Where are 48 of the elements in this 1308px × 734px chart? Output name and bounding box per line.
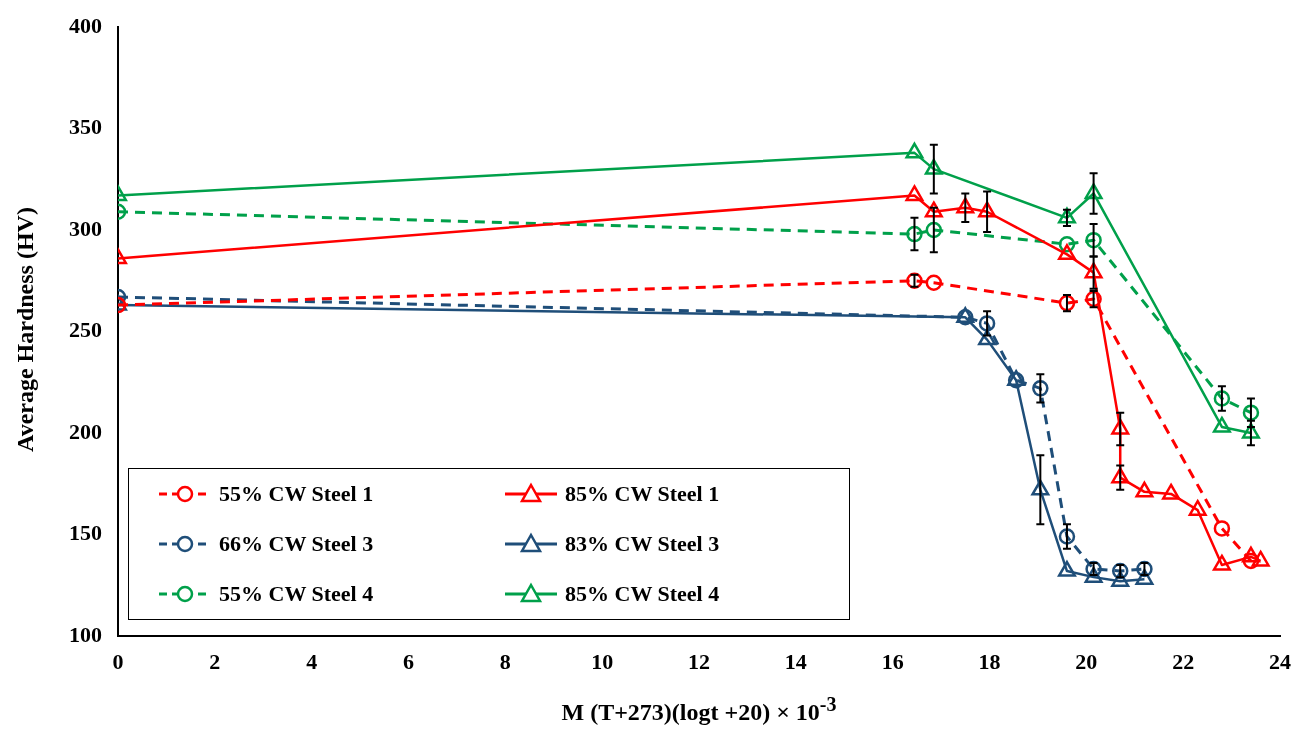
point — [978, 315, 996, 332]
y-tick-label: 400 — [69, 12, 102, 38]
x-tick-label: 0 — [112, 648, 124, 674]
point — [905, 142, 924, 159]
point — [1162, 483, 1181, 500]
point — [1135, 481, 1154, 498]
x-tick-label: 14 — [784, 648, 807, 674]
x-tick-label: 22 — [1172, 648, 1195, 674]
legend-label: 66% CW Steel 3 — [219, 531, 374, 557]
point — [1241, 546, 1260, 563]
point — [1032, 380, 1049, 397]
x-tick-label: 24 — [1269, 648, 1291, 674]
point — [1188, 499, 1207, 516]
point — [1058, 294, 1076, 312]
point — [1251, 550, 1270, 567]
point — [1212, 554, 1231, 571]
x-axis-title: M (T+273)(logt +20) × 10$^{-3}$ — [560, 693, 838, 726]
point — [1057, 244, 1077, 261]
legend-label: 85% CW Steel 4 — [565, 581, 720, 607]
legend-label: 55% CW Steel 4 — [219, 581, 374, 607]
y-tick-label: 250 — [69, 317, 102, 343]
point — [925, 274, 943, 292]
y-tick-label: 300 — [69, 215, 102, 241]
y-axis-title: Average Hardness (HV) — [11, 206, 39, 454]
x-tick-label: 8 — [499, 648, 511, 674]
y-tick-label: 100 — [69, 621, 102, 647]
x-tick-label: 16 — [881, 648, 904, 674]
point — [905, 185, 924, 202]
point — [1085, 231, 1102, 249]
x-tick-label: 6 — [403, 648, 414, 674]
point — [1242, 404, 1260, 421]
point — [1057, 560, 1077, 577]
x-tick-label: 2 — [209, 648, 221, 674]
x-tick-label: 4 — [306, 648, 318, 674]
legend-label: 83% CW Steel 3 — [565, 531, 720, 557]
x-tick-label: 18 — [978, 648, 1001, 674]
point — [1212, 416, 1231, 433]
x-tick-label: 10 — [591, 648, 614, 674]
x-tick-label: 12 — [688, 648, 710, 674]
y-tick-label: 200 — [69, 418, 102, 444]
y-tick-label: 150 — [69, 520, 102, 546]
point — [906, 225, 923, 243]
y-tick-label: 350 — [69, 114, 102, 140]
legend-label: 55% CW Steel 1 — [219, 481, 374, 507]
point — [925, 221, 943, 239]
x-tick-label: 20 — [1075, 648, 1098, 674]
point — [1213, 390, 1231, 407]
legend-label: 85% CW Steel 1 — [565, 481, 720, 507]
